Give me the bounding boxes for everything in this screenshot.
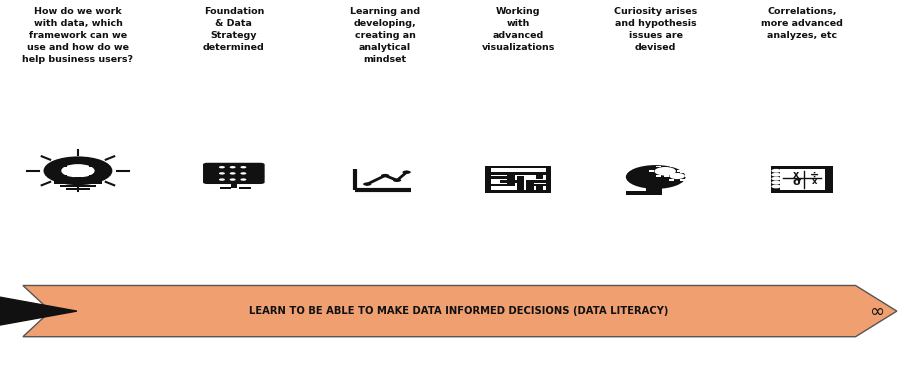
Bar xyxy=(219,187,231,189)
Circle shape xyxy=(219,172,225,175)
Bar xyxy=(669,179,674,181)
Circle shape xyxy=(771,181,781,184)
Bar xyxy=(526,172,546,175)
Bar xyxy=(649,170,654,172)
Circle shape xyxy=(45,157,111,184)
Bar xyxy=(517,176,524,190)
Bar xyxy=(491,184,510,187)
Circle shape xyxy=(403,171,411,174)
Bar xyxy=(669,175,674,177)
Bar xyxy=(669,171,674,173)
Bar xyxy=(59,163,67,167)
Bar xyxy=(507,175,514,187)
Bar xyxy=(536,172,543,179)
Circle shape xyxy=(625,165,686,189)
Bar xyxy=(501,180,524,183)
Text: Correlations,
more advanced
analyzes, etc: Correlations, more advanced analyzes, et… xyxy=(761,7,844,40)
Circle shape xyxy=(669,173,685,179)
Circle shape xyxy=(219,166,225,168)
Text: Learning and
developing,
creating an
analytical
mindset: Learning and developing, creating an ana… xyxy=(350,7,420,64)
Text: ÷: ÷ xyxy=(810,169,819,180)
Bar xyxy=(669,165,674,168)
Circle shape xyxy=(771,169,781,173)
Text: Curiosity arises
and hypothesis
issues are
devised: Curiosity arises and hypothesis issues a… xyxy=(614,7,697,52)
Bar xyxy=(526,183,534,190)
FancyBboxPatch shape xyxy=(203,175,265,184)
Bar xyxy=(491,176,514,179)
Bar xyxy=(656,165,661,168)
Circle shape xyxy=(219,178,225,181)
Text: x: x xyxy=(812,177,817,186)
Bar xyxy=(526,180,546,183)
Bar xyxy=(54,182,102,184)
Bar xyxy=(771,166,834,193)
Bar xyxy=(491,168,546,190)
Text: $\infty$: $\infty$ xyxy=(868,302,884,320)
Text: Working
with
advanced
visualizations: Working with advanced visualizations xyxy=(481,7,555,52)
Text: x: x xyxy=(793,169,800,180)
Bar xyxy=(238,187,250,189)
Bar xyxy=(53,169,61,172)
Text: How do we work
with data, which
framework can we
use and how do we
help business: How do we work with data, which framewor… xyxy=(22,7,134,64)
Bar xyxy=(89,163,97,167)
Bar xyxy=(491,172,526,175)
Circle shape xyxy=(771,177,781,180)
Bar xyxy=(779,169,825,190)
Text: Foundation
& Data
Strategy
determined: Foundation & Data Strategy determined xyxy=(203,7,265,52)
Circle shape xyxy=(655,167,676,176)
Bar xyxy=(677,170,681,172)
Bar xyxy=(231,182,237,188)
Bar xyxy=(656,175,661,177)
Circle shape xyxy=(61,164,94,178)
Bar xyxy=(94,169,103,172)
Polygon shape xyxy=(0,297,77,325)
Circle shape xyxy=(240,178,247,181)
Bar xyxy=(89,175,97,178)
Bar xyxy=(680,179,685,181)
Circle shape xyxy=(381,174,390,177)
Text: LEARN TO BE ABLE TO MAKE DATA INFORMED DECISIONS (DATA LITERACY): LEARN TO BE ABLE TO MAKE DATA INFORMED D… xyxy=(249,306,668,316)
Bar xyxy=(73,178,83,181)
Bar xyxy=(526,184,546,187)
FancyBboxPatch shape xyxy=(203,163,265,172)
Circle shape xyxy=(392,179,402,182)
Circle shape xyxy=(363,182,371,186)
Circle shape xyxy=(229,166,236,168)
Bar xyxy=(66,188,90,190)
Bar xyxy=(680,171,685,173)
Circle shape xyxy=(229,178,236,181)
Circle shape xyxy=(771,173,781,177)
Circle shape xyxy=(771,184,781,188)
Circle shape xyxy=(240,172,247,175)
Bar xyxy=(664,175,668,177)
Bar xyxy=(685,175,691,177)
FancyBboxPatch shape xyxy=(203,169,265,178)
Polygon shape xyxy=(23,285,897,337)
Bar xyxy=(485,166,551,193)
Bar xyxy=(61,185,96,187)
Circle shape xyxy=(229,172,236,175)
Bar xyxy=(59,175,67,178)
Bar xyxy=(536,184,543,190)
Polygon shape xyxy=(625,188,661,195)
Circle shape xyxy=(240,166,247,168)
Bar xyxy=(73,161,83,164)
Text: σ: σ xyxy=(792,177,801,187)
